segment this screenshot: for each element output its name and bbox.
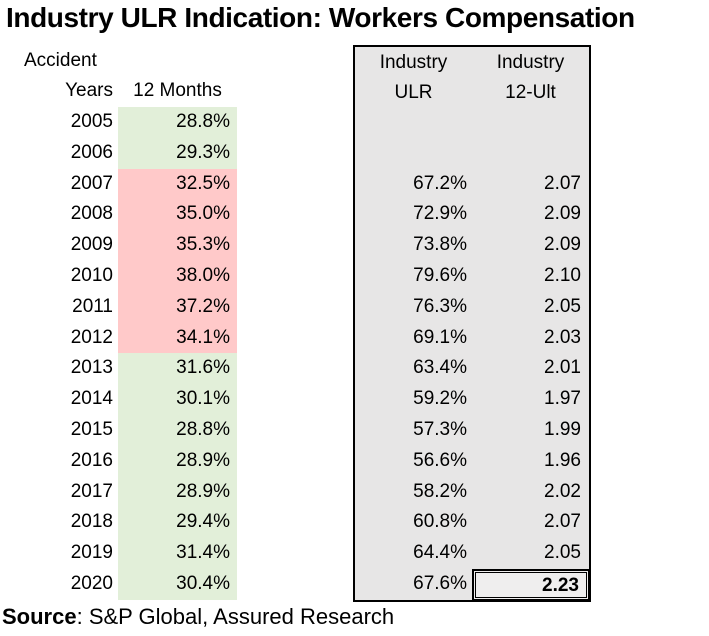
accident-year-cell: 2017 <box>70 480 113 502</box>
industry-12ult-cell: 2.09 <box>544 203 581 225</box>
twelve-months-cell: 28.9% <box>118 476 237 508</box>
industry-ulr-header-line1: Industry <box>379 52 448 73</box>
accident-year-cell: 2014 <box>70 388 113 410</box>
table-row: 2014 30.1% 59.2% 1.97 <box>0 384 592 415</box>
accident-year-cell: 2016 <box>70 449 113 471</box>
table-row: 2018 29.4% 60.8% 2.07 <box>0 507 592 539</box>
table-row: 2009 35.3% 73.8% 2.09 <box>0 230 592 261</box>
accident-year-cell: 2005 <box>70 111 113 132</box>
twelve-months-header: 12 Months <box>133 80 222 101</box>
accident-year-cell: 2011 <box>72 295 113 317</box>
accident-year-cell: 2012 <box>70 326 113 348</box>
industry-ulr-cell <box>355 138 472 169</box>
twelve-months-cell: 30.4% <box>118 568 237 600</box>
table-row: 2015 28.8% 57.3% 1.99 <box>0 414 592 446</box>
industry-ulr-cell: 56.6% <box>413 449 467 471</box>
twelve-months-cell: 35.0% <box>118 199 237 231</box>
industry-ulr-cell: 69.1% <box>413 326 467 348</box>
industry-12ult-cell: 2.05 <box>544 295 581 317</box>
table-row: 2007 32.5% 67.2% 2.07 <box>0 168 592 200</box>
industry-ulr-cell: 76.3% <box>413 295 467 317</box>
twelve-months-cell: 38.0% <box>118 260 237 292</box>
table-row: 2017 28.9% 58.2% 2.02 <box>0 476 592 508</box>
industry-12ult-header-line2: 12-Ult <box>505 82 556 103</box>
industry-ulr-cell: 58.2% <box>413 480 467 502</box>
table-row: 2008 35.0% 72.9% 2.09 <box>0 199 592 231</box>
industry-12ult-cell: 2.05 <box>544 542 581 564</box>
twelve-months-cell: 35.3% <box>118 230 237 261</box>
industry-12ult-cell: 2.09 <box>544 234 581 256</box>
accident-year-cell: 2015 <box>70 418 113 440</box>
twelve-months-cell: 28.9% <box>118 445 237 477</box>
years-header: Years <box>65 80 113 101</box>
accident-year-cell: 2006 <box>70 141 113 163</box>
source-note: Source: S&P Global, Assured Research <box>2 604 394 630</box>
industry-panel <box>353 45 591 602</box>
twelve-months-cell: 31.6% <box>118 353 237 385</box>
industry-12ult-cell: 1.97 <box>544 388 581 410</box>
source-label: Source <box>2 604 77 629</box>
table-body: 2005 28.8% 2006 29.3% 2007 32.5% 67.2% 2… <box>0 107 592 601</box>
industry-12ult-cell: 2.02 <box>544 480 581 502</box>
table-row: 2020 30.4% 67.6% 2.23 <box>0 568 592 601</box>
table-row: 2016 28.9% 56.6% 1.96 <box>0 445 592 477</box>
accident-year-cell: 2020 <box>70 572 113 594</box>
industry-12ult-cell: 2.01 <box>544 357 581 379</box>
twelve-months-cell: 29.4% <box>118 507 237 539</box>
industry-12ult-cell: 2.23 <box>472 568 590 601</box>
accident-year-cell: 2019 <box>70 542 113 564</box>
industry-12ult-cell: 2.07 <box>544 511 581 533</box>
industry-12ult-cell <box>472 138 590 169</box>
industry-12ult-cell: 2.07 <box>544 172 581 194</box>
accident-header: Accident <box>24 50 97 71</box>
table-row: 2006 29.3% <box>0 137 592 169</box>
accident-year-cell: 2018 <box>70 511 113 533</box>
industry-ulr-cell: 63.4% <box>413 357 467 379</box>
exhibit-title: Industry ULR Indication: Workers Compens… <box>6 2 635 33</box>
industry-ulr-cell: 64.4% <box>413 542 467 564</box>
industry-ulr-cell: 73.8% <box>413 234 467 256</box>
twelve-months-cell: 28.8% <box>118 107 237 138</box>
industry-12ult-cell: 2.10 <box>544 264 581 286</box>
twelve-months-cell: 32.5% <box>118 168 237 200</box>
source-text: : S&P Global, Assured Research <box>76 604 395 629</box>
industry-ulr-cell: 60.8% <box>413 511 467 533</box>
industry-12ult-cell <box>472 107 590 138</box>
accident-year-cell: 2007 <box>70 172 113 194</box>
accident-year-cell: 2009 <box>70 234 113 256</box>
table-row: 2010 38.0% 79.6% 2.10 <box>0 260 592 292</box>
industry-ulr-cell <box>355 107 472 138</box>
industry-12ult-cell: 2.03 <box>544 326 581 348</box>
industry-12ult-header-line1: Industry <box>496 52 565 73</box>
industry-ulr-cell: 67.2% <box>413 172 467 194</box>
industry-12ult-cell: 1.96 <box>544 449 581 471</box>
table-row: 2013 31.6% 63.4% 2.01 <box>0 353 592 385</box>
twelve-months-cell: 29.3% <box>118 137 237 169</box>
twelve-months-cell: 34.1% <box>118 322 237 354</box>
industry-ulr-cell: 67.6% <box>413 572 467 594</box>
accident-year-cell: 2008 <box>70 203 113 225</box>
table-row: 2012 34.1% 69.1% 2.03 <box>0 322 592 354</box>
industry-ulr-header-line2: ULR <box>394 82 433 103</box>
table-row: 2011 37.2% 76.3% 2.05 <box>0 291 592 323</box>
twelve-months-cell: 31.4% <box>118 538 237 569</box>
industry-ulr-cell: 79.6% <box>413 264 467 286</box>
table-row: 2005 28.8% <box>0 107 592 138</box>
industry-ulr-cell: 59.2% <box>413 388 467 410</box>
twelve-months-cell: 28.8% <box>118 414 237 446</box>
accident-year-cell: 2010 <box>70 264 113 286</box>
industry-12ult-cell: 1.99 <box>544 418 581 440</box>
industry-ulr-cell: 72.9% <box>413 203 467 225</box>
twelve-months-cell: 37.2% <box>118 291 237 323</box>
table-row: 2019 31.4% 64.4% 2.05 <box>0 538 592 569</box>
industry-ulr-cell: 57.3% <box>413 418 467 440</box>
twelve-months-cell: 30.1% <box>118 384 237 415</box>
accident-year-cell: 2013 <box>70 357 113 379</box>
